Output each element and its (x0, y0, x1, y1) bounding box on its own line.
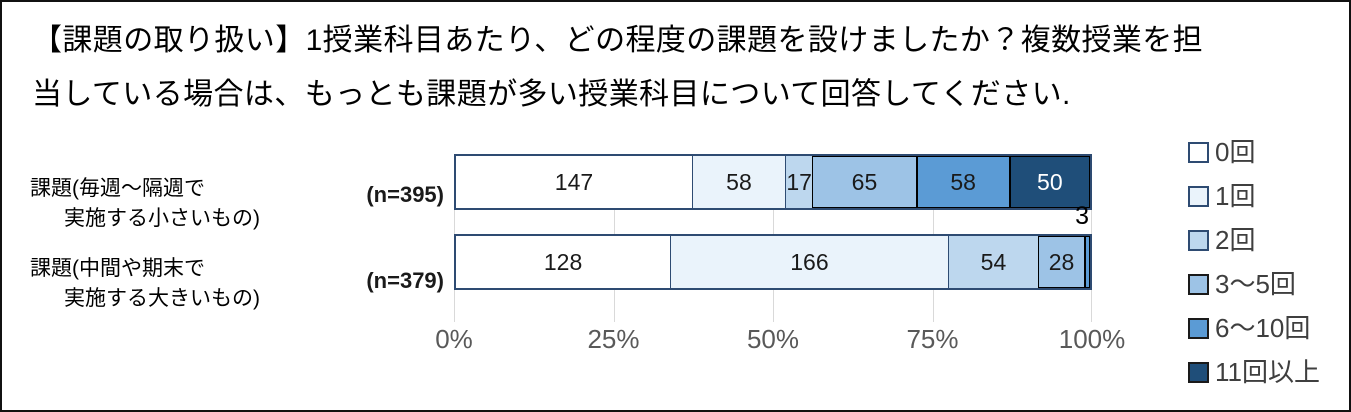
bar-segment-value: 58 (950, 168, 976, 195)
bar-segment-value: 54 (980, 248, 1007, 275)
legend-item[interactable]: 0回 (1188, 130, 1348, 174)
legend-label: 2回 (1215, 225, 1256, 255)
legend-item[interactable]: 6〜10回 (1188, 306, 1348, 350)
bar-segment: 147 (456, 156, 692, 208)
x-tick-label: 50% (746, 324, 800, 354)
bar-segment-value: 128 (543, 248, 583, 275)
sample-size-1: (n=379) (366, 268, 444, 293)
bar-segment: 3 (1075, 202, 1090, 288)
x-tick-label: 25% (587, 324, 640, 354)
bar-segment: 58 (691, 156, 786, 208)
legend-label: 6〜10回 (1215, 313, 1311, 343)
category-label-1-line1: 課題(中間や期末で (30, 257, 205, 280)
bar-segment-value: 65 (851, 168, 878, 195)
legend-swatch-icon (1188, 317, 1209, 339)
title-line-2: 当している場合は、もっとも課題が多い授業科目について回答してください. (32, 78, 1071, 111)
category-label-0: 課題(毎週〜隔週で 実施する小さいもの) (30, 174, 330, 234)
legend-swatch-icon (1188, 361, 1209, 383)
bar-segment: 54 (947, 236, 1039, 288)
bar-segment-value: 50 (1037, 168, 1063, 195)
title-line-1: 【課題の取り扱い】1授業科目あたり、どの程度の課題を設けましたか？複数授業を担 (32, 24, 1204, 57)
category-label-0-line2: 実施する小さいもの) (64, 207, 260, 230)
legend-item[interactable]: 11回以上 (1188, 350, 1348, 394)
legend-item[interactable]: 1回 (1188, 174, 1348, 218)
x-tick-label: 0% (435, 324, 473, 354)
plot-area: 147 58 17 65 58 50 128 166 54 28 3 0% 25% 50% 75% 100% (435, 122, 1125, 354)
legend-item[interactable]: 3〜5回 (1188, 262, 1348, 306)
page-title: 【課題の取り扱い】1授業科目あたり、どの程度の課題を設けましたか？複数授業を担 … (32, 14, 1322, 122)
bar-row: 128 166 54 28 3 (454, 202, 1092, 290)
bar-segment: 166 (670, 236, 948, 288)
legend-swatch-icon (1188, 141, 1209, 163)
bar-segment: 58 (916, 156, 1010, 208)
bar-segment-value: 147 (554, 168, 594, 195)
bar-segment-value: 166 (790, 248, 829, 275)
legend-label: 0回 (1215, 137, 1256, 167)
bar-segment: 17 (785, 156, 813, 208)
legend-label: 1回 (1215, 181, 1256, 211)
bar-segment: 65 (812, 156, 917, 208)
legend-swatch-icon (1188, 185, 1209, 207)
legend-item[interactable]: 2回 (1188, 218, 1348, 262)
legend-swatch-icon (1188, 229, 1209, 251)
legend-swatch-icon (1188, 273, 1209, 295)
x-tick-label: 75% (906, 324, 959, 354)
bar-segment-value-outside: 3 (1075, 202, 1089, 230)
x-tick-label: 100% (1058, 324, 1126, 354)
bar-segment: 128 (456, 236, 671, 288)
bar-segment-value: 58 (726, 168, 752, 195)
bar-segment: 28 (1038, 236, 1085, 288)
legend: 0回 1回 2回 3〜5回 6〜10回 11回以上 (1188, 130, 1348, 394)
bar-segment-value: 17 (786, 168, 812, 195)
legend-label: 11回以上 (1215, 357, 1320, 387)
category-label-1-line2: 実施する大きいもの) (64, 287, 260, 310)
bar-row: 147 58 17 65 58 50 (454, 154, 1092, 210)
category-label-1: 課題(中間や期末で 実施する大きいもの) (30, 254, 330, 314)
stacked-bar-chart: 課題(毎週〜隔週で 実施する小さいもの) (n=395) 課題(中間や期末で 実… (2, 122, 1349, 410)
bar-segment: 50 (1009, 156, 1090, 208)
bar-segment-value: 28 (1048, 248, 1075, 275)
sample-size-0: (n=395) (366, 182, 444, 207)
legend-label: 3〜5回 (1215, 269, 1296, 299)
category-label-0-line1: 課題(毎週〜隔週で (30, 177, 205, 200)
